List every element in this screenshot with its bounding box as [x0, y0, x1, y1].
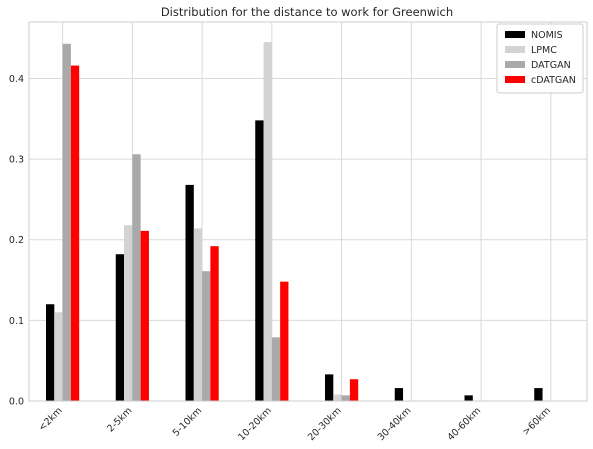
bar-nomis-5 — [394, 388, 404, 401]
legend-swatch — [505, 76, 525, 83]
y-tick-label: 0.0 — [9, 397, 24, 408]
bar-cdatgan-2 — [210, 246, 219, 401]
bar-lpmc-2 — [193, 228, 203, 401]
y-tick-label: 0.1 — [9, 316, 24, 327]
bar-cdatgan-0 — [70, 65, 80, 401]
bar-datgan-0 — [62, 43, 71, 401]
bar-nomis-2 — [185, 184, 194, 401]
bar-cdatgan-3 — [280, 281, 289, 401]
bar-nomis-0 — [46, 304, 55, 401]
bar-lpmc-4 — [333, 394, 342, 401]
bar-nomis-6 — [464, 395, 473, 401]
grid — [29, 22, 587, 402]
legend-box — [496, 23, 584, 94]
bar-lpmc-3 — [263, 42, 272, 401]
chart-title: Distribution for the distance to work fo… — [161, 5, 453, 19]
y-tick-labels: 0.0 0.1 0.2 0.3 0.4 — [9, 74, 24, 408]
plot-frame — [28, 21, 588, 402]
legend-label: LPMC — [531, 45, 557, 56]
bar-nomis-4 — [325, 374, 334, 401]
bar-datgan-4 — [341, 395, 350, 401]
bars — [46, 42, 543, 401]
legend-swatch — [505, 46, 525, 53]
legend-label: DATGAN — [531, 60, 571, 71]
bar-nomis-3 — [255, 120, 264, 401]
bar-datgan-3 — [271, 337, 281, 401]
legend-label: NOMIS — [531, 30, 563, 41]
bar-nomis-7 — [534, 388, 543, 401]
legend-swatch — [505, 61, 525, 68]
legend: NOMIS LPMC DATGAN cDATGAN — [496, 23, 584, 94]
legend-label: cDATGAN — [531, 75, 576, 86]
bar-cdatgan-4 — [349, 379, 359, 401]
bar-lpmc-1 — [124, 225, 133, 401]
y-tick-label: 0.4 — [9, 74, 24, 85]
bar-datgan-2 — [202, 271, 211, 401]
bar-lpmc-0 — [54, 312, 63, 401]
legend-swatch — [505, 31, 525, 38]
bar-datgan-1 — [132, 154, 141, 401]
bar-nomis-1 — [115, 254, 125, 401]
bar-cdatgan-1 — [140, 230, 149, 401]
y-tick-label: 0.2 — [9, 235, 24, 246]
y-tick-label: 0.3 — [9, 155, 24, 166]
